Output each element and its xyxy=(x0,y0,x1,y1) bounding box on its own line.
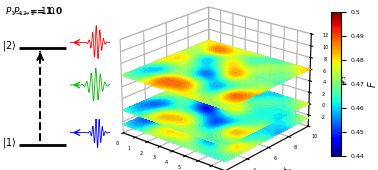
X-axis label: $\phi_1$: $\phi_1$ xyxy=(149,168,163,170)
Y-axis label: $\phi_2$: $\phi_2$ xyxy=(280,163,295,170)
Text: $|1\rangle$: $|1\rangle$ xyxy=(2,136,17,150)
Text: $P_{1\rightarrow 2}$ = $\mathit{1.0}$: $P_{1\rightarrow 2}$ = $\mathit{1.0}$ xyxy=(5,5,56,18)
Y-axis label: $F$: $F$ xyxy=(366,80,378,88)
Text: $P_{1\rightarrow2}$$\bf{ = 1.0}$: $P_{1\rightarrow2}$$\bf{ = 1.0}$ xyxy=(13,5,63,18)
Text: $|2\rangle$: $|2\rangle$ xyxy=(2,39,17,53)
